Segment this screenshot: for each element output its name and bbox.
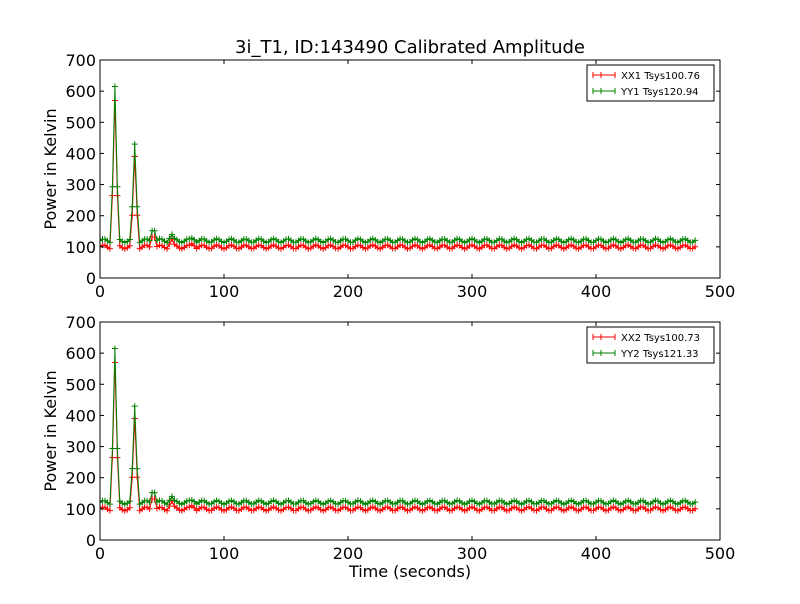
legend-label: YY2 Tsys121.33 — [620, 349, 699, 360]
series-markers-yy — [100, 345, 699, 508]
x-tick-label: 200 — [333, 544, 364, 563]
legend-label: XX2 Tsys100.73 — [621, 333, 700, 344]
axes-frame — [99, 59, 721, 279]
x-tick-label: 500 — [705, 282, 736, 301]
data-point — [146, 505, 153, 512]
legend: XX1 Tsys100.76 YY1 Tsys120.94 — [586, 64, 715, 102]
data-point — [126, 504, 133, 511]
data-point — [106, 501, 113, 508]
data-point — [126, 236, 133, 243]
data-point — [146, 237, 153, 244]
y-tick-label: 300 — [65, 176, 96, 195]
data-point — [146, 243, 153, 250]
y-tick-label: 500 — [65, 113, 96, 132]
x-tick-label: 400 — [581, 544, 612, 563]
y-tick-label: 400 — [65, 144, 96, 163]
figure-title: 3i_T1, ID:143490 Calibrated Amplitude — [235, 37, 585, 58]
y-tick-label: 700 — [65, 313, 96, 332]
legend-label: YY1 Tsys120.94 — [620, 87, 699, 98]
y-tick-label: 300 — [65, 438, 96, 457]
y-tick-label: 400 — [65, 406, 96, 425]
legend-swatch — [592, 350, 616, 356]
y-axis-label: Power in Kelvin — [41, 370, 60, 491]
y-tick-label: 500 — [65, 375, 96, 394]
y-tick-label: 600 — [65, 82, 96, 101]
data-point — [164, 507, 170, 514]
x-tick-label: 300 — [457, 544, 488, 563]
y-tick-label: 200 — [65, 207, 96, 226]
data-point — [114, 183, 121, 190]
data-point — [151, 489, 158, 496]
data-point — [111, 345, 118, 352]
data-point — [106, 239, 113, 246]
x-tick-label: 100 — [209, 282, 240, 301]
x-tick-label: 500 — [705, 544, 736, 563]
data-point — [692, 237, 699, 244]
series-markers-xx — [100, 97, 699, 252]
data-point — [692, 505, 699, 512]
data-point — [134, 465, 141, 472]
x-tick-label: 100 — [209, 544, 240, 563]
data-point — [692, 499, 699, 506]
axes-frame — [99, 321, 721, 541]
data-point — [692, 243, 699, 250]
data-point — [111, 83, 118, 90]
data-point — [106, 507, 113, 514]
legend-swatch — [592, 72, 616, 78]
y-tick-label: 100 — [65, 500, 96, 519]
x-tick-label: 300 — [457, 282, 488, 301]
y-axis-label: Power in Kelvin — [41, 108, 60, 229]
y-tick-label: 0 — [86, 269, 96, 288]
data-point — [134, 203, 141, 210]
legend: XX2 Tsys100.73 YY2 Tsys121.33 — [586, 326, 715, 364]
data-point — [164, 501, 170, 508]
top-subplot: 0 100 200 300 400 500 0 100 200 300 400 500 600 700 Po… — [41, 51, 735, 301]
data-point — [114, 445, 121, 452]
x-tick-label: 0 — [95, 544, 105, 563]
data-point — [164, 245, 170, 252]
data-point — [146, 499, 153, 506]
x-tick-label: 200 — [333, 282, 364, 301]
data-point — [168, 231, 175, 238]
x-tick-label: 400 — [581, 282, 612, 301]
data-point — [126, 242, 133, 249]
y-tick-label: 200 — [65, 469, 96, 488]
legend-swatch — [592, 334, 616, 340]
data-point — [126, 498, 133, 505]
y-tick-label: 0 — [86, 531, 96, 550]
x-axis-label: Time (seconds) — [348, 562, 471, 581]
data-point — [168, 493, 175, 500]
series-markers-yy — [100, 83, 699, 246]
plot-area — [100, 345, 699, 514]
data-point — [151, 227, 158, 234]
plot-area — [100, 83, 699, 252]
data-point — [131, 141, 138, 148]
data-point — [164, 239, 170, 246]
legend-label: XX1 Tsys100.76 — [621, 71, 700, 82]
data-point — [106, 245, 113, 252]
y-tick-label: 700 — [65, 51, 96, 70]
y-tick-label: 600 — [65, 344, 96, 363]
y-tick-label: 100 — [65, 238, 96, 257]
data-point — [131, 403, 138, 410]
legend-swatch — [592, 88, 616, 94]
bottom-subplot: 0 100 200 300 400 500 0 100 200 300 400 500 600 700 Po… — [41, 313, 735, 581]
x-tick-label: 0 — [95, 282, 105, 301]
